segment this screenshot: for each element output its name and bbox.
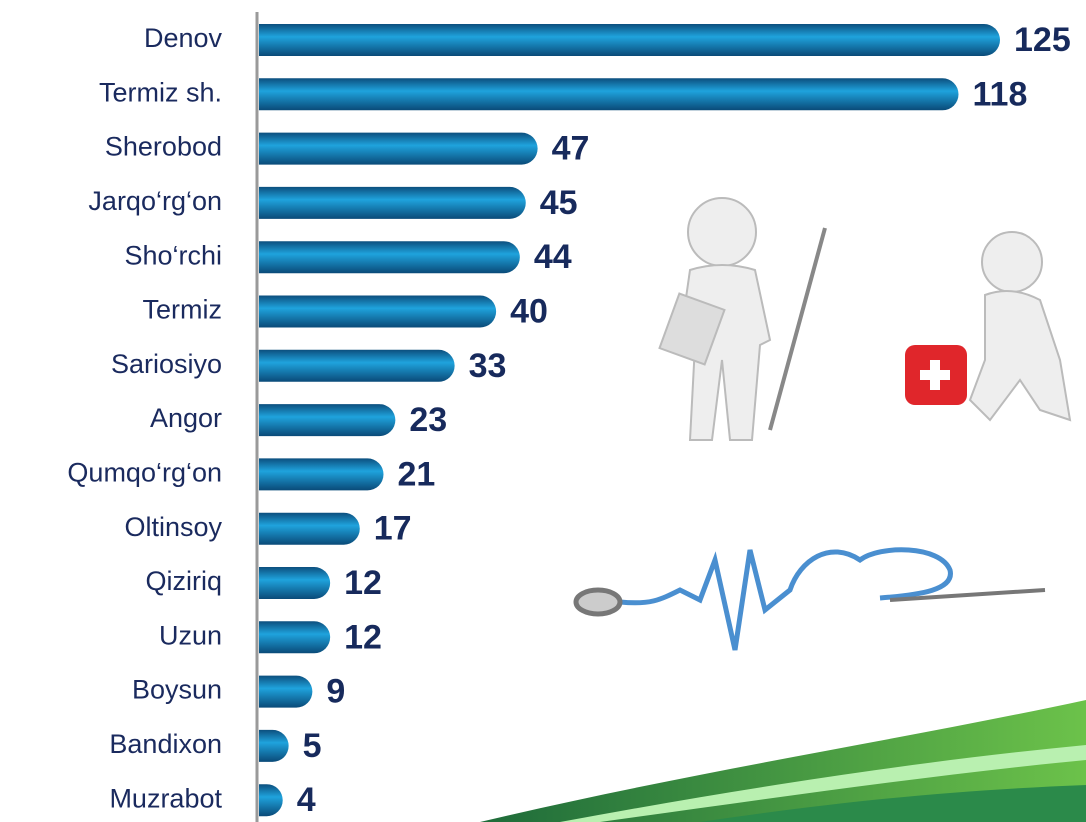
decoration-heartbeat — [573, 547, 1046, 651]
category-label: Boysun — [132, 675, 222, 705]
category-label: Qiziriq — [145, 566, 222, 596]
category-label: Termiz sh. — [99, 77, 222, 107]
category-label: Sho‘rchi — [124, 240, 222, 270]
value-label: 21 — [397, 455, 435, 493]
value-label: 45 — [540, 184, 578, 222]
value-label: 9 — [326, 673, 345, 711]
value-label: 33 — [469, 347, 507, 385]
bar — [259, 186, 526, 219]
value-label: 4 — [297, 781, 316, 819]
value-label: 17 — [374, 510, 412, 548]
bar — [259, 404, 396, 437]
category-label: Uzun — [159, 620, 222, 650]
category-label: Sherobod — [105, 132, 222, 162]
category-label: Qumqo‘rg‘on — [67, 458, 222, 488]
bar — [259, 729, 289, 762]
bar — [259, 621, 331, 654]
value-label: 5 — [303, 727, 322, 765]
value-label: 23 — [409, 401, 447, 439]
bar — [259, 784, 283, 817]
bar — [259, 132, 538, 165]
decoration-doctor-runner — [905, 231, 1072, 422]
category-label: Bandixon — [109, 729, 222, 759]
category-label: Denov — [144, 23, 223, 53]
value-label: 125 — [1014, 21, 1071, 59]
value-label: 12 — [344, 618, 382, 656]
value-label: 47 — [552, 130, 590, 168]
value-label: 44 — [534, 238, 572, 276]
bar — [259, 512, 360, 545]
value-label: 12 — [344, 564, 382, 602]
category-label: Muzrabot — [109, 783, 222, 813]
value-label: 118 — [973, 75, 1028, 113]
bar — [259, 295, 497, 328]
value-label: 40 — [510, 292, 548, 330]
category-label: Oltinsoy — [124, 512, 222, 542]
bar — [259, 675, 313, 708]
category-label: Termiz — [143, 295, 223, 325]
category-label: Sariosiyo — [111, 349, 222, 379]
bar — [259, 567, 331, 599]
bar — [259, 241, 520, 274]
decoration-doctor — [658, 197, 827, 441]
bar — [259, 349, 455, 382]
category-label: Jarqo‘rg‘on — [88, 186, 222, 216]
bar — [259, 458, 384, 491]
category-label: Angor — [150, 403, 222, 433]
decoration-swoosh — [480, 700, 1086, 822]
bar — [259, 78, 959, 111]
bar — [259, 24, 1000, 56]
